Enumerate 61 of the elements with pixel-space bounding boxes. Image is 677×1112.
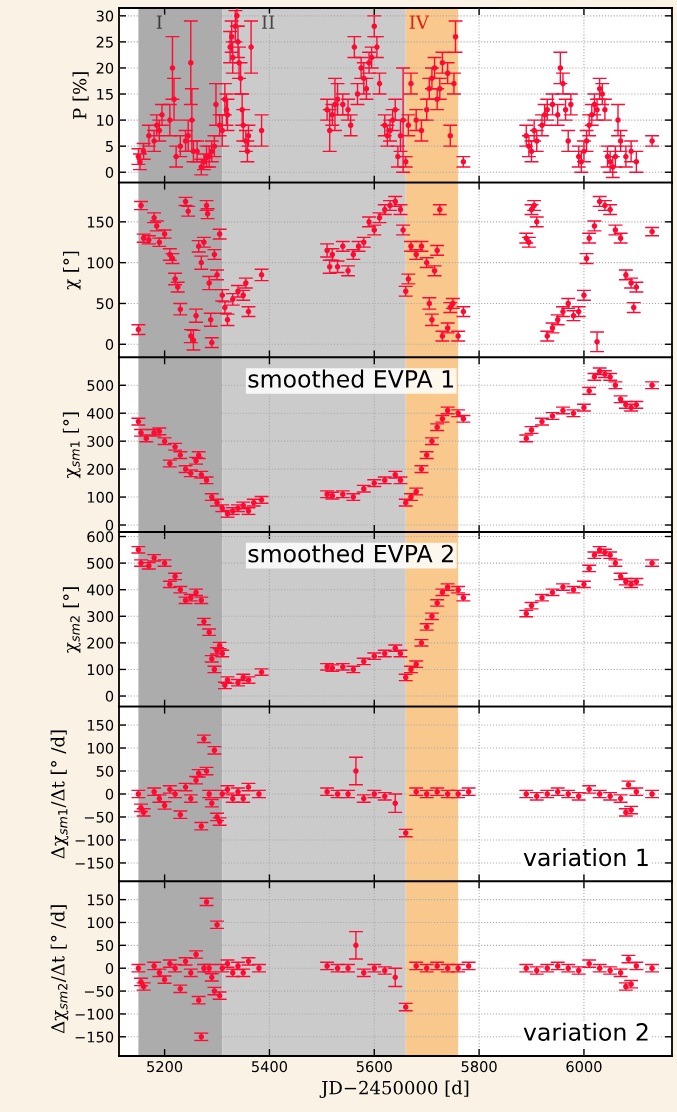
y-tick-label: 50 (96, 765, 114, 777)
y-tick-label: 200 (87, 463, 114, 475)
y-tick-label: 400 (87, 407, 114, 419)
x-tick-label: 5200 (147, 1061, 183, 1073)
y-tick-label: 600 (87, 531, 114, 543)
annotation: variation 1 (523, 848, 648, 867)
point (353, 942, 359, 949)
x-tick-label: 6000 (566, 1061, 602, 1073)
point (353, 768, 359, 774)
y-tick-label: 0 (105, 519, 114, 531)
y-tick-label: 150 (87, 719, 114, 731)
y-tick-label: 25 (96, 36, 113, 48)
x-tick-label: 5600 (356, 1061, 392, 1073)
y-tick-label: 100 (87, 742, 114, 754)
y-tick-label: 500 (87, 380, 114, 392)
y-tick-label: −100 (75, 834, 114, 846)
y-tick-label: 0 (105, 962, 114, 974)
y-axis-title: χ$_{sm2}$ [°] (62, 587, 81, 653)
y-tick-label: −50 (84, 985, 114, 997)
y-tick-label: −100 (75, 1008, 114, 1020)
y-tick-label: 100 (87, 491, 114, 503)
y-tick-label: 0 (105, 788, 114, 800)
y-tick-label: 300 (87, 610, 114, 623)
band-label: I (156, 15, 162, 29)
point (392, 974, 399, 981)
y-tick-label: 0 (105, 338, 114, 351)
y-tick-label: 30 (96, 10, 114, 22)
y-tick-label: −150 (75, 1031, 114, 1043)
x-axis-title: JD−2450000 [d] (319, 1080, 469, 1099)
x-tick-label: 5800 (461, 1061, 497, 1073)
y-tick-label: −150 (75, 857, 114, 869)
y-tick-label: 5 (105, 141, 113, 152)
y-axis-title: Δχ$_{sm1}$/Δt [° /d] (50, 730, 69, 859)
y-tick-label: 100 (87, 257, 114, 269)
y-tick-label: 10 (97, 114, 114, 126)
y-tick-label: 100 (87, 664, 114, 676)
band-label: II (261, 15, 275, 29)
x-tick-label: 5400 (252, 1061, 288, 1073)
point (392, 800, 399, 806)
y-tick-label: 0 (105, 690, 114, 702)
annotation: smoothed EVPA 2 (248, 544, 453, 563)
y-axis-title: χ [°] (63, 251, 81, 290)
annotation: variation 2 (523, 1022, 648, 1041)
y-tick-label: 15 (97, 88, 113, 100)
y-tick-label: 300 (87, 435, 114, 447)
y-tick-label: 50 (96, 940, 114, 952)
y-tick-label: 0 (105, 166, 114, 178)
y-tick-label: 400 (87, 584, 114, 596)
y-axis-title: Δχ$_{sm2}$/Δt [° /d] (50, 905, 69, 1034)
y-tick-label: 150 (87, 894, 114, 906)
y-tick-label: 20 (96, 62, 114, 74)
y-tick-label: 100 (87, 917, 114, 929)
y-tick-label: −50 (84, 811, 114, 823)
y-tick-label: 150 (87, 216, 114, 228)
band-label: IV (409, 15, 430, 29)
y-tick-label: 200 (87, 637, 114, 649)
y-axis-title: P [%] (72, 72, 89, 119)
annotation: smoothed EVPA 1 (248, 369, 454, 388)
y-axis-title: χ$_{sm1}$ [°] (62, 412, 81, 479)
y-tick-label: 500 (87, 557, 114, 569)
y-tick-label: 50 (96, 298, 114, 310)
